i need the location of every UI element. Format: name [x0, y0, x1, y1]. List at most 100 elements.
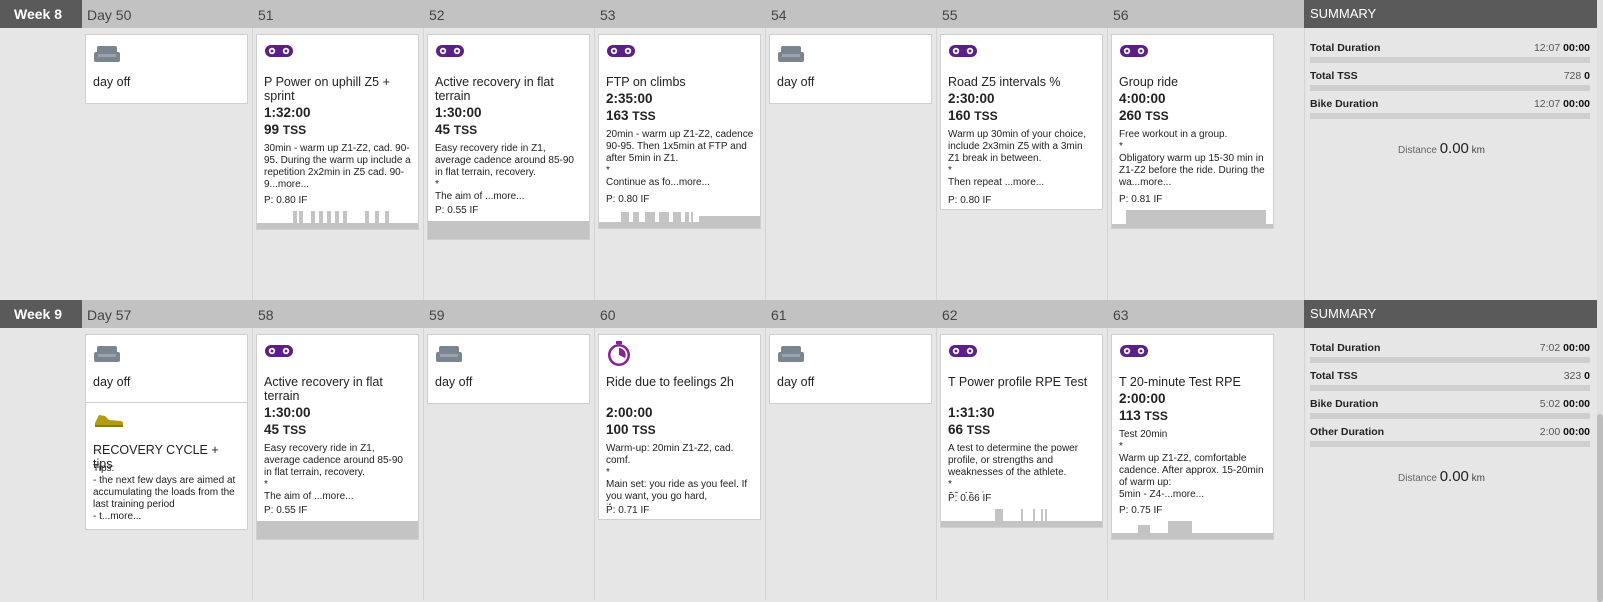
- summary-distance: Distance 0.00 km: [1398, 468, 1485, 485]
- summary-value-bold: 00:00: [1563, 42, 1590, 54]
- workout-card[interactable]: Group ride 4:00:00 260 TSS Free workout in …: [1111, 34, 1274, 229]
- scrollbar-thumb[interactable]: [1597, 414, 1603, 602]
- workout-description[interactable]: Easy recovery ride in Z1, average cadenc…: [264, 443, 403, 502]
- day-off-card[interactable]: day off: [427, 334, 590, 404]
- column-divider: [423, 28, 424, 300]
- day-number: 62: [942, 307, 958, 323]
- workout-title: T Power profile RPE Test: [948, 375, 1088, 389]
- workout-description[interactable]: Test 20min * Warm up Z1-Z2, comfortable …: [1119, 429, 1264, 500]
- summary-progress-bar: [1310, 85, 1590, 91]
- column-divider: [1107, 28, 1108, 300]
- workout-card[interactable]: Active recovery in flat terrain 1:30:00 45…: [256, 334, 419, 540]
- day-off-card[interactable]: day off: [769, 334, 932, 404]
- scrollbar-track[interactable]: [1597, 0, 1603, 602]
- power-profile-chart: [941, 507, 1102, 527]
- summary-progress-bar: [1310, 57, 1590, 63]
- tss-value: 100: [606, 422, 629, 437]
- sofa-icon: [777, 344, 805, 369]
- workout-tss: 45 TSS: [435, 122, 477, 137]
- tss-unit: TSS: [453, 123, 478, 137]
- workout-card[interactable]: Ride due to feelings 2h 2:00:00 100 TSS War…: [598, 334, 761, 520]
- summary-value: 2:00 00:00: [1540, 426, 1590, 438]
- summary-value-main: 12:07: [1533, 42, 1561, 54]
- workout-title: RECOVERY CYCLE + tips: [93, 443, 219, 471]
- intensity-factor: P: 0.71 IF: [606, 505, 650, 516]
- summary-value-main: 7:02: [1539, 342, 1561, 354]
- tss-value: 260: [1119, 108, 1142, 123]
- workout-title: Road Z5 intervals %: [948, 75, 1061, 89]
- day-off-card[interactable]: day off: [85, 334, 248, 404]
- workout-card[interactable]: FTP on climbs 2:35:00 163 TSS 20min - warm …: [598, 34, 761, 229]
- day-off-card[interactable]: day off: [769, 34, 932, 104]
- workout-description[interactable]: Free workout in a group. * Obligatory wa…: [1119, 129, 1265, 188]
- sofa-icon: [93, 344, 121, 369]
- summary-total-tss: Total TSS 323 0: [1310, 370, 1590, 382]
- summary-label: Bike Duration: [1310, 398, 1379, 410]
- intensity-factor: P: 0.80 IF: [948, 195, 992, 206]
- week-label[interactable]: Week 8: [0, 0, 82, 28]
- tss-unit: TSS: [1144, 409, 1168, 423]
- day-number: 53: [600, 7, 616, 23]
- summary-bike-duration: Bike Duration 5:02 00:00: [1310, 398, 1590, 410]
- workout-title: Group ride: [1119, 75, 1179, 89]
- workout-description[interactable]: 20min - warm up Z1-Z2, cadence 90-95. Th…: [606, 129, 754, 188]
- workout-tss: 100 TSS: [606, 422, 656, 437]
- summary-distance: Distance 0.00 km: [1398, 140, 1485, 157]
- summary-value-bold: 0: [1584, 70, 1590, 82]
- column-divider: [1304, 328, 1305, 600]
- summary-value: 728 0: [1564, 70, 1590, 82]
- workout-duration: 4:00:00: [1119, 91, 1166, 106]
- day-off-card[interactable]: day off: [85, 34, 248, 104]
- summary-progress-bar: [1310, 357, 1590, 363]
- workout-duration: 1:32:00: [264, 105, 311, 120]
- bike-chain-icon: [948, 44, 978, 63]
- workout-card[interactable]: Active recovery in flat terrain 1:30:00 45…: [427, 34, 590, 240]
- bike-chain-icon: [1119, 344, 1149, 363]
- power-profile-chart: [257, 519, 418, 539]
- workout-tss: 113 TSS: [1119, 408, 1168, 423]
- column-divider: [594, 328, 595, 600]
- intensity-factor: P: 0.66 IF: [948, 493, 992, 504]
- week-label[interactable]: Week 9: [0, 300, 82, 328]
- workout-description[interactable]: 30min - warm up Z1-Z2, cad. 90-95. Durin…: [264, 143, 411, 190]
- intensity-factor: P: 0.80 IF: [264, 195, 308, 206]
- tss-unit: TSS: [282, 123, 307, 137]
- intensity-factor: P: 0.81 IF: [1119, 194, 1163, 205]
- summary-value: 7:02 00:00: [1540, 342, 1590, 354]
- column-divider: [1107, 328, 1108, 600]
- summary-progress-bar: [1310, 385, 1590, 391]
- bike-chain-icon: [948, 344, 978, 363]
- summary-header: SUMMARY: [1304, 300, 1599, 328]
- workout-title: day off: [777, 375, 815, 389]
- summary-value-main: 12:07: [1533, 98, 1561, 110]
- tss-unit: TSS: [966, 423, 991, 437]
- day-number: Day 57: [87, 307, 132, 323]
- column-divider: [936, 328, 937, 600]
- column-divider: [252, 328, 253, 600]
- workout-card[interactable]: T 20-minute Test RPE 2:00:00 113 TSS Test 2…: [1111, 334, 1274, 540]
- workout-duration: 2:00:00: [1119, 391, 1166, 406]
- workout-description[interactable]: Tips: - the next few days are aimed at a…: [93, 463, 236, 522]
- workout-title: T 20-minute Test RPE: [1119, 375, 1241, 389]
- distance-label: Distance: [1398, 145, 1437, 156]
- workout-description[interactable]: A test to determine the power profile, o…: [948, 443, 1079, 493]
- summary-progress-bar: [1310, 113, 1590, 119]
- summary-value: 12:07 00:00: [1534, 98, 1590, 110]
- workout-card[interactable]: T Power profile RPE Test 1:31:30 66 TSS A t…: [940, 334, 1103, 528]
- workout-title: Active recovery in flat terrain: [435, 75, 554, 103]
- workout-description[interactable]: Warm up 30min of your choice, include 2x…: [948, 129, 1087, 188]
- summary-label: Total Duration: [1310, 342, 1381, 354]
- workout-description[interactable]: Easy recovery ride in Z1, average cadenc…: [435, 143, 574, 202]
- workout-tss: 45 TSS: [264, 422, 306, 437]
- tss-unit: TSS: [282, 423, 307, 437]
- distance-unit: km: [1471, 473, 1486, 484]
- workout-card[interactable]: RECOVERY CYCLE + tips Tips: - the next fe…: [85, 402, 248, 530]
- column-divider: [594, 28, 595, 300]
- intensity-factor: P: 0.80 IF: [606, 194, 650, 205]
- workout-card[interactable]: P Power on uphill Z5 + sprint 1:32:00 99 T…: [256, 34, 419, 230]
- summary-value-main: 728: [1563, 70, 1582, 82]
- tss-value: 160: [948, 108, 971, 123]
- workout-card[interactable]: Road Z5 intervals % 2:30:00 160 TSS Warm up…: [940, 34, 1103, 210]
- workout-description[interactable]: Warm-up: 20min Z1-Z2, cad. comf. * Main …: [606, 443, 748, 505]
- day-number: 63: [1113, 307, 1129, 323]
